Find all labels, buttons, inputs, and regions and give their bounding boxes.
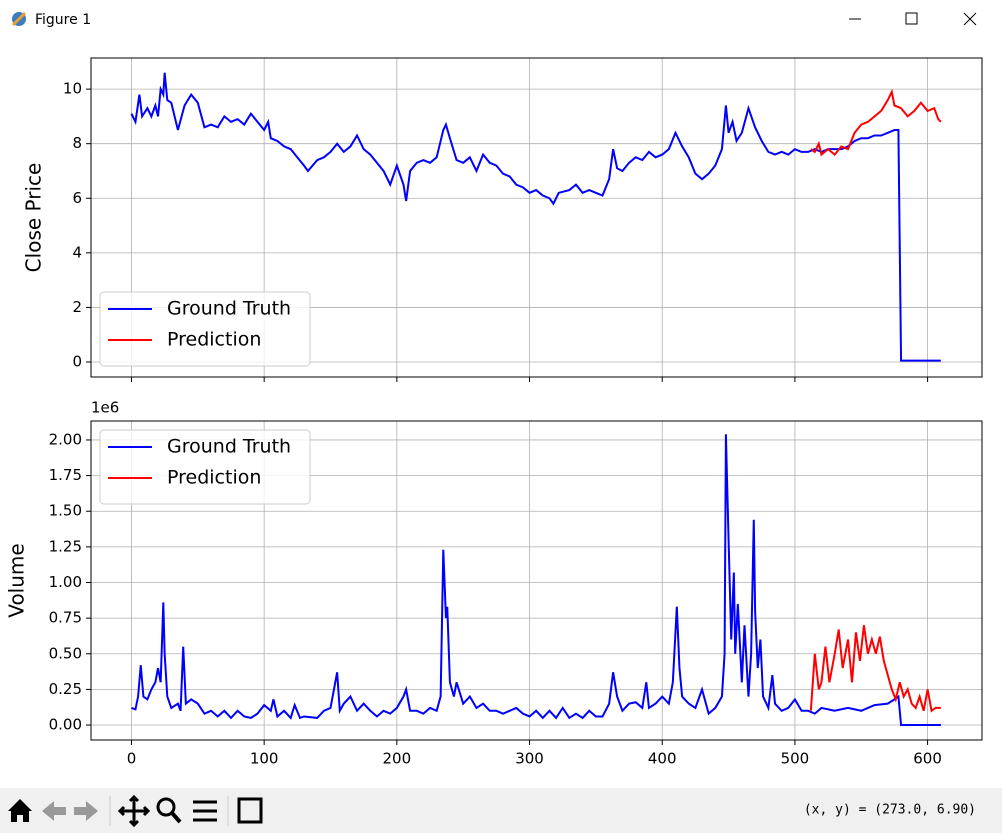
x-tick-label: 100: [250, 750, 279, 768]
y-tick-label: 4: [72, 243, 82, 261]
axes-frame: [90, 57, 983, 378]
title-bar: Figure 1: [11, 11, 977, 28]
zoom-button[interactable]: [156, 797, 176, 817]
y-axis-label: Close Price: [22, 163, 46, 273]
forward-button[interactable]: [74, 801, 98, 821]
y-tick-label: 0.75: [49, 609, 82, 627]
series-line: [809, 625, 941, 713]
offset-text: 1e6: [91, 399, 119, 417]
zoom-button-handle[interactable]: [170, 811, 182, 824]
status-text: (x, y) = (273.0, 6.90): [804, 803, 976, 818]
legend-label: Prediction: [167, 467, 261, 489]
y-tick-label: 2: [72, 298, 82, 316]
legend-label: Ground Truth: [167, 298, 291, 320]
y-tick-label: 0.50: [49, 644, 82, 662]
x-tick-label: 0: [127, 750, 137, 768]
series-line: [810, 88, 942, 157]
y-tick-label: 1.00: [49, 573, 82, 591]
series-line: [131, 434, 941, 727]
x-tick-label: 200: [383, 750, 412, 768]
x-tick-label: 600: [913, 750, 942, 768]
y-tick-label: 6: [72, 189, 82, 207]
y-tick-label: 0: [72, 352, 82, 370]
y-tick-label: 2.00: [49, 430, 82, 448]
y-tick-label: 10: [63, 80, 82, 98]
y-tick-label: 1.50: [49, 502, 82, 520]
home-button[interactable]: [8, 799, 32, 822]
legend-label: Ground Truth: [167, 436, 291, 458]
close-button[interactable]: [963, 12, 977, 26]
save-button[interactable]: [237, 797, 263, 824]
y-axis-label: Volume: [5, 543, 29, 617]
x-tick-label: 300: [515, 750, 544, 768]
axes-frame: [90, 420, 983, 741]
legend-label: Prediction: [167, 329, 261, 351]
y-tick-label: 0.00: [49, 716, 82, 734]
pan-button[interactable]: [117, 794, 151, 828]
series-line: [130, 72, 941, 362]
window-title: Figure 1: [35, 12, 91, 28]
legend-box: [99, 291, 311, 367]
app-icon-stroke: [11, 11, 27, 27]
legend-box: [99, 429, 311, 505]
y-tick-label: 0.25: [49, 680, 82, 698]
y-tick-label: 1.75: [49, 466, 82, 484]
y-tick-label: 8: [72, 134, 82, 152]
back-button[interactable]: [42, 801, 66, 821]
x-tick-label: 400: [648, 750, 677, 768]
maximize-button[interactable]: [905, 12, 918, 25]
x-tick-label: 500: [781, 750, 810, 768]
y-tick-label: 1.25: [49, 537, 82, 555]
toolbar-background: [0, 788, 1002, 833]
configure-button[interactable]: [193, 800, 217, 822]
toolbar: (x, y) = (273.0, 6.90): [0, 788, 1002, 833]
